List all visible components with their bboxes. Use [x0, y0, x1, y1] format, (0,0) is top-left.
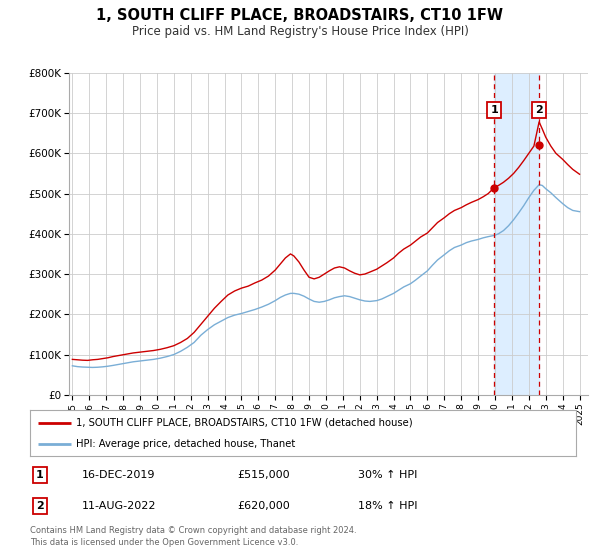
Text: 1: 1	[490, 105, 498, 115]
Text: Contains HM Land Registry data © Crown copyright and database right 2024.
This d: Contains HM Land Registry data © Crown c…	[30, 526, 356, 547]
Text: £515,000: £515,000	[238, 470, 290, 480]
Text: 11-AUG-2022: 11-AUG-2022	[82, 501, 157, 511]
Text: 30% ↑ HPI: 30% ↑ HPI	[358, 470, 417, 480]
Bar	[494, 73, 539, 395]
Text: 18% ↑ HPI: 18% ↑ HPI	[358, 501, 417, 511]
Text: £620,000: £620,000	[238, 501, 290, 511]
Text: HPI: Average price, detached house, Thanet: HPI: Average price, detached house, Than…	[76, 439, 296, 449]
Text: 16-DEC-2019: 16-DEC-2019	[82, 470, 155, 480]
Text: 2: 2	[535, 105, 543, 115]
Text: 1, SOUTH CLIFF PLACE, BROADSTAIRS, CT10 1FW (detached house): 1, SOUTH CLIFF PLACE, BROADSTAIRS, CT10 …	[76, 418, 413, 428]
Text: 2: 2	[36, 501, 44, 511]
Text: Price paid vs. HM Land Registry's House Price Index (HPI): Price paid vs. HM Land Registry's House …	[131, 25, 469, 38]
Text: 1, SOUTH CLIFF PLACE, BROADSTAIRS, CT10 1FW: 1, SOUTH CLIFF PLACE, BROADSTAIRS, CT10 …	[97, 8, 503, 24]
Text: 1: 1	[36, 470, 44, 480]
